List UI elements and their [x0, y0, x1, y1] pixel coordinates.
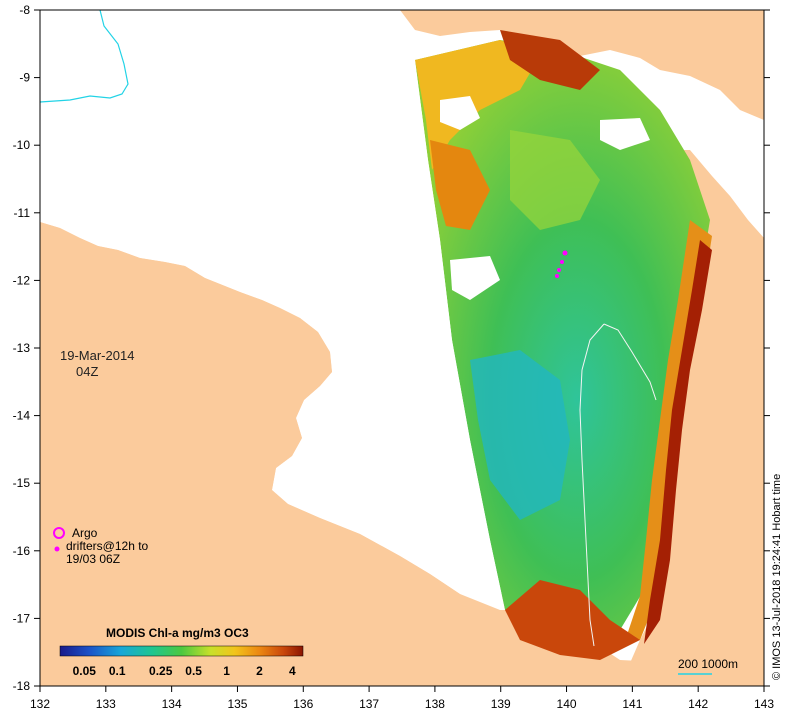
date-label: 19-Mar-2014 — [60, 348, 134, 363]
drifter-marker-icon — [54, 546, 60, 552]
x-tick-label: 140 — [557, 697, 577, 711]
legend-argo-label: Argo — [72, 526, 98, 540]
x-tick-label: 137 — [359, 697, 379, 711]
argo-legend: Argo drifters@12h to 19/03 06Z — [53, 526, 149, 566]
y-tick-label: -16 — [13, 544, 31, 558]
x-tick-label: 142 — [688, 697, 708, 711]
x-tick-label: 143 — [754, 697, 774, 711]
land-cape-york — [620, 150, 764, 686]
y-tick-label: -15 — [13, 476, 31, 490]
depth-scale-label: 200 1000m — [678, 657, 738, 671]
colorbar-tick-label: 2 — [256, 664, 263, 678]
legend-time-label: 19/03 06Z — [66, 552, 120, 566]
colorbar: MODIS Chl-a mg/m3 OC3 0.05 0.1 0.25 0.5 1 2 4 — [59, 626, 304, 678]
x-tick-label: 141 — [622, 697, 642, 711]
y-tick-label: -14 — [13, 409, 31, 423]
colorbar-tick-label: 0.05 — [73, 664, 97, 678]
y-tick-label: -8 — [19, 3, 30, 17]
x-tick-label: 139 — [491, 697, 511, 711]
colorbar-tick-label: 0.1 — [109, 664, 126, 678]
land-north — [400, 10, 764, 120]
isobath-line — [579, 323, 657, 647]
credit-text: © IMOS 13-Jul-2018 19:24:41 Hobart time — [771, 474, 783, 680]
colorbar-gradient — [59, 645, 304, 657]
swath-edge — [40, 10, 505, 610]
y-tick-label: -12 — [13, 273, 31, 287]
legend-drifters-label: drifters@12h to — [66, 539, 149, 553]
coast-cyan-line — [40, 10, 129, 103]
x-tick-label: 133 — [96, 697, 116, 711]
y-tick-label: -11 — [14, 206, 31, 220]
colorbar-tick-label: 0.25 — [149, 664, 173, 678]
argo-marker-icon — [53, 527, 65, 539]
x-tick-label: 135 — [227, 697, 247, 711]
colorbar-tick-label: 1 — [223, 664, 230, 678]
colorbar-tick-label: 0.5 — [185, 664, 202, 678]
drifter-tracks — [555, 250, 568, 278]
colorbar-tick-label: 4 — [289, 664, 296, 678]
x-tick-label: 136 — [293, 697, 313, 711]
y-tick-label: -17 — [13, 611, 31, 625]
y-axis: -8 -9 -10 -11 -12 -13 -14 -15 -16 -17 -18 — [13, 3, 770, 693]
chl-swath — [415, 30, 712, 660]
x-tick-label: 138 — [425, 697, 445, 711]
y-tick-label: -10 — [13, 138, 31, 152]
colorbar-title: MODIS Chl-a mg/m3 OC3 — [106, 626, 249, 640]
x-axis: 132 133 134 135 136 137 138 139 140 141 142 143 — [30, 686, 774, 711]
y-tick-label: -18 — [13, 679, 31, 693]
y-tick-label: -9 — [19, 71, 30, 85]
x-tick-label: 134 — [162, 697, 182, 711]
x-tick-label: 132 — [30, 697, 50, 711]
y-tick-label: -13 — [13, 341, 31, 355]
time-label: 04Z — [76, 364, 98, 379]
